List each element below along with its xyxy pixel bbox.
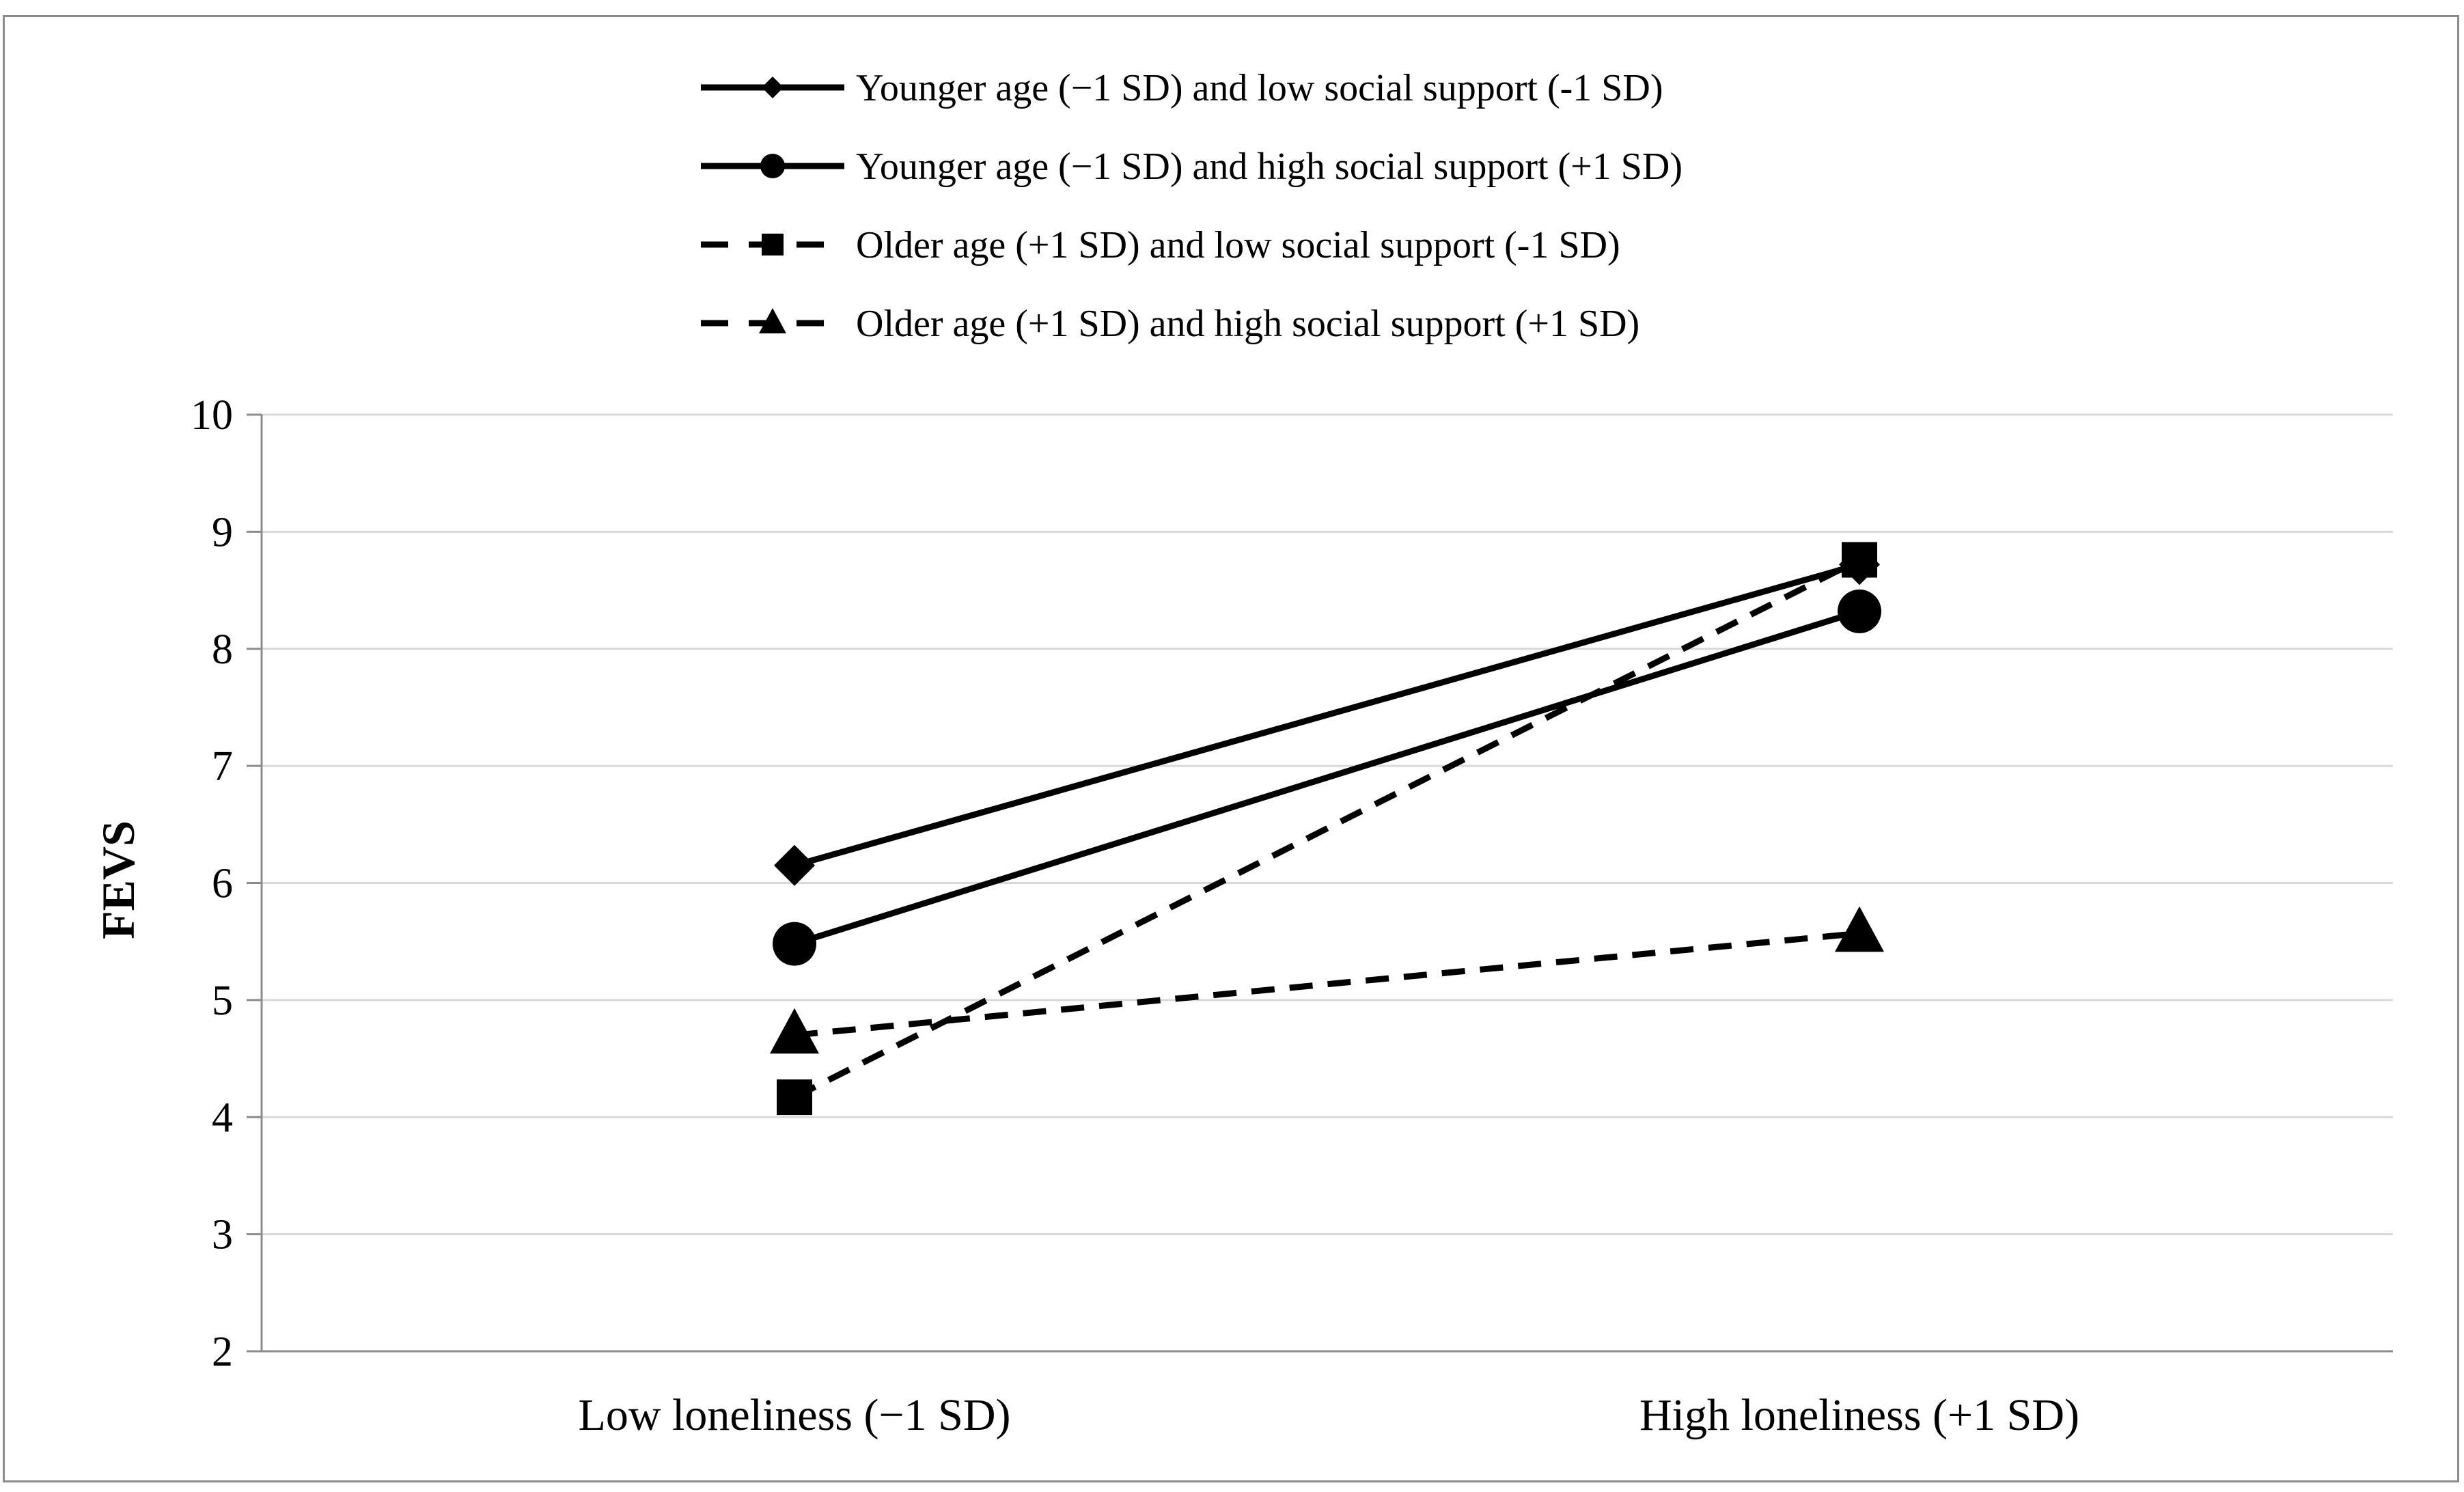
y-tick-label: 2 [212,1329,233,1375]
y-tick-label: 7 [212,743,233,790]
series-line [793,608,1861,947]
legend-marker-circle [760,154,785,178]
y-tick-label: 6 [212,861,233,907]
series-4 [770,906,1884,1054]
y-tick-label: 8 [212,626,233,673]
y-tick-label: 10 [191,392,233,439]
data-point-circle [773,922,816,966]
series-1 [774,544,1880,886]
data-point-triangle [770,1008,819,1054]
legend-marker-diamond [762,77,784,98]
y-tick-label: 3 [212,1212,233,1258]
x-category-label: Low loneliness (−1 SD) [579,1390,1011,1440]
legend-label: Younger age (−1 SD) and low social suppo… [856,67,1663,109]
legend-entry: Older age (+1 SD) and low social support… [701,224,1620,266]
legend-label: Older age (+1 SD) and high social suppor… [856,303,1639,345]
gridlines [262,413,2393,1236]
series-line [793,562,1861,869]
chart-frame [3,15,2459,1482]
series-line [794,930,1860,1038]
data-point-square [777,1079,812,1116]
x-category-label: High loneliness (+1 SD) [1639,1390,2079,1440]
data-point-triangle [1835,906,1884,952]
data-point-square [1842,542,1877,578]
y-tick-label: 9 [212,509,233,555]
data-point-diamond [774,844,815,886]
series-lines [770,542,1884,1116]
legend-entry: Younger age (−1 SD) and high social supp… [701,146,1683,188]
series-line [792,557,1861,1101]
legend-label: Older age (+1 SD) and low social support… [856,224,1620,266]
y-axis-title: FEVS [92,820,144,939]
series-2 [773,589,1881,966]
legend-marker-square [762,234,784,255]
legend-entry: Older age (+1 SD) and high social suppor… [701,303,1639,345]
axes: 2 3 4 5 6 7 8 9 10 Low loneliness (−1 SD) High lon… [191,392,2393,1440]
legend: Younger age (−1 SD) and low social suppo… [701,67,1683,345]
y-tick-label: 5 [212,978,233,1024]
series-3 [777,542,1877,1116]
legend-entry: Younger age (−1 SD) and low social suppo… [701,67,1663,109]
y-tick-label: 4 [212,1094,233,1141]
legend-marker-triangle [759,308,786,333]
data-point-circle [1838,589,1881,633]
legend-label: Younger age (−1 SD) and high social supp… [856,146,1683,188]
